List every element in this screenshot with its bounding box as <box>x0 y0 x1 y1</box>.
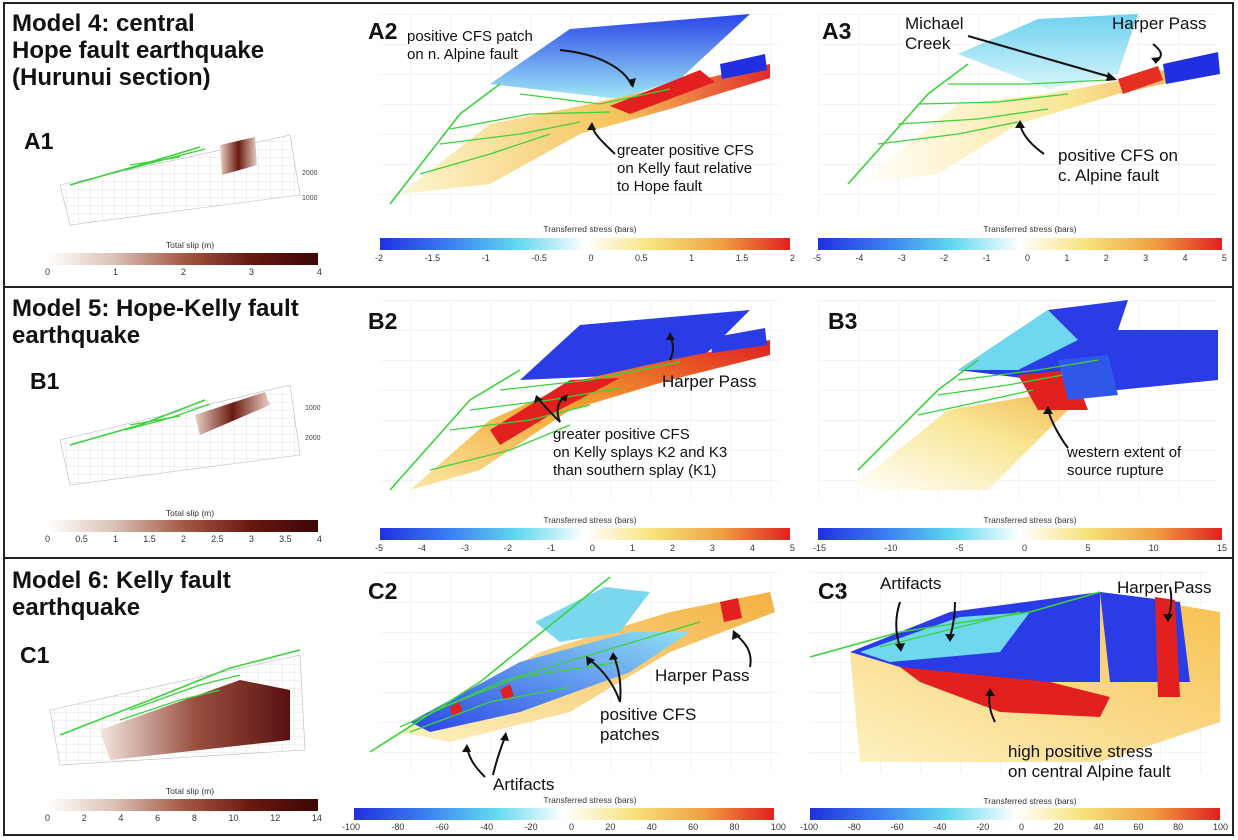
annotation-b2-kelly-splays: greater positive CFS on Kelly splays K2 … <box>553 426 728 479</box>
panel-label-c1: C1 <box>20 642 50 668</box>
figure-frame <box>3 2 1234 836</box>
title-line: Model 6: Kelly fault <box>12 567 231 594</box>
slip-axis-title-b1: Total slip (m) <box>165 508 215 518</box>
svg-text:2000: 2000 <box>305 435 321 442</box>
annotation-a3-michael-creek: Michael Creek <box>905 14 964 53</box>
annotation-c3-artifacts: Artifacts <box>880 574 942 593</box>
title-line: earthquake <box>12 594 141 621</box>
stress-colorbar-ticks-a3: -5 -4 -3 -2 -1 0 1 2 3 4 5 <box>813 253 1227 263</box>
panel-label-a1: A1 <box>24 128 54 154</box>
slip-colorbar-c1 <box>48 799 318 811</box>
svg-text:1000: 1000 <box>302 195 318 202</box>
stress-colorbar-ticks-c3: -100 -80 -60 -40 -20 0 20 40 60 80 100 <box>800 822 1228 832</box>
annotation-c2-artifacts: Artifacts <box>493 775 555 794</box>
stress-plot-c2 <box>369 572 780 778</box>
annotation-a2-kelly: greater positive CFS on Kelly faut relat… <box>617 142 754 195</box>
slip-plot-c1 <box>49 649 306 766</box>
model-5-title: Model 5: Hope-Kelly fault earthquake <box>12 295 299 349</box>
stress-colorbar-c3 <box>810 808 1220 820</box>
slip-plot-b1: 1000 2000 <box>59 384 321 486</box>
annotation-c2-harper-pass: Harper Pass <box>655 666 750 685</box>
stress-axis-title-b3: Transferred stress (bars) <box>983 515 1077 525</box>
stress-axis-title-a2: Transferred stress (bars) <box>543 224 637 234</box>
stress-colorbar-c2 <box>354 808 774 820</box>
annotation-b2-harper-pass: Harper Pass <box>662 372 757 391</box>
annotation-c3-harper-pass: Harper Pass <box>1117 578 1212 597</box>
stress-axis-title-b2: Transferred stress (bars) <box>543 515 637 525</box>
stress-plot-a3 <box>818 14 1220 214</box>
stress-plot-c3 <box>809 572 1220 772</box>
annotation-a2-patch: positive CFS patch on n. Alpine fault <box>407 28 533 63</box>
stress-colorbar-ticks-b2: -5 -4 -3 -2 -1 0 1 2 3 4 5 <box>375 543 795 553</box>
svg-text:2000: 2000 <box>302 170 318 177</box>
model-4-title: Model 4: central Hope fault earthquake (… <box>12 10 264 91</box>
slip-colorbar-a1 <box>48 253 318 265</box>
stress-colorbar-a2 <box>380 238 790 250</box>
row-divider-2 <box>3 557 1234 559</box>
model-6-title: Model 6: Kelly fault earthquake <box>12 567 231 621</box>
stress-colorbar-ticks-a2: -2 -1.5 -1 -0.5 0 0.5 1 1.5 2 <box>375 253 795 263</box>
stress-colorbar-ticks-b3: -15 -10 -5 0 5 10 15 <box>813 543 1227 553</box>
stress-plot-b2 <box>380 300 780 500</box>
slip-axis-title-c1: Total slip (m) <box>165 786 215 796</box>
stress-plot-b3 <box>818 300 1218 500</box>
slip-plot-a1: 2000 1000 <box>59 134 318 226</box>
stress-colorbar-b2 <box>380 528 790 540</box>
title-line: Model 5: Hope-Kelly fault <box>12 295 299 322</box>
panel-label-b1: B1 <box>30 368 60 394</box>
slip-colorbar-ticks-c1: 0 2 4 6 8 10 12 14 <box>45 813 322 823</box>
title-line: Model 4: central <box>12 10 195 37</box>
annotation-b3-western-extent: western extent of source rupture <box>1067 444 1182 479</box>
stress-plot-a2 <box>380 14 780 214</box>
stress-colorbar-ticks-c2: -100 -80 -60 -40 -20 0 20 40 60 80 100 <box>342 822 786 832</box>
stress-colorbar-b3 <box>818 528 1222 540</box>
row-divider-1 <box>3 286 1234 288</box>
annotation-a3-harper-pass: Harper Pass <box>1112 14 1207 33</box>
stress-colorbar-a3 <box>818 238 1222 250</box>
stress-axis-title-c3: Transferred stress (bars) <box>983 796 1077 806</box>
title-line: (Hurunui section) <box>12 64 211 91</box>
slip-axis-title-a1: Total slip (m) <box>165 240 215 250</box>
slip-colorbar-ticks-b1: 0 0.5 1 1.5 2 2.5 3 3.5 4 <box>45 534 322 544</box>
title-line: Hope fault earthquake <box>12 37 265 64</box>
stress-axis-title-a3: Transferred stress (bars) <box>983 224 1077 234</box>
slip-colorbar-b1 <box>48 520 318 532</box>
title-line: earthquake <box>12 322 141 349</box>
stress-axis-title-c2: Transferred stress (bars) <box>543 795 637 805</box>
annotation-c3-high-stress: high positive stress on central Alpine f… <box>1008 742 1171 781</box>
annotation-c2-positive-patches: positive CFS patches <box>600 705 697 744</box>
annotation-a3-alpine: positive CFS on c. Alpine fault <box>1058 146 1178 185</box>
svg-text:1000: 1000 <box>305 405 321 412</box>
